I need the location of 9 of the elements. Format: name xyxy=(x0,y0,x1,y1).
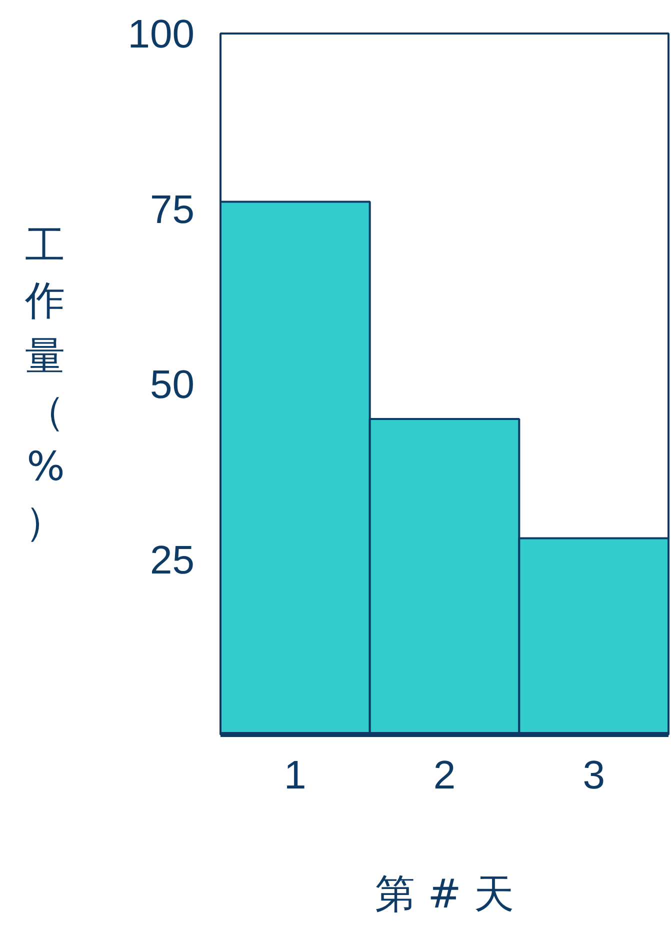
y-tick-label: 75 xyxy=(150,188,195,232)
x-tick-label: 2 xyxy=(433,754,456,798)
y-tick-label: 25 xyxy=(150,538,195,582)
y-tick-label: 100 xyxy=(128,12,195,56)
y-axis-title: 工作量（%） xyxy=(24,223,65,545)
x-axis-title: 第 # 天 xyxy=(375,872,514,918)
x-tick-label: 3 xyxy=(582,754,605,798)
x-tick-label: 1 xyxy=(284,754,306,798)
y-tick-label: 50 xyxy=(150,363,195,407)
